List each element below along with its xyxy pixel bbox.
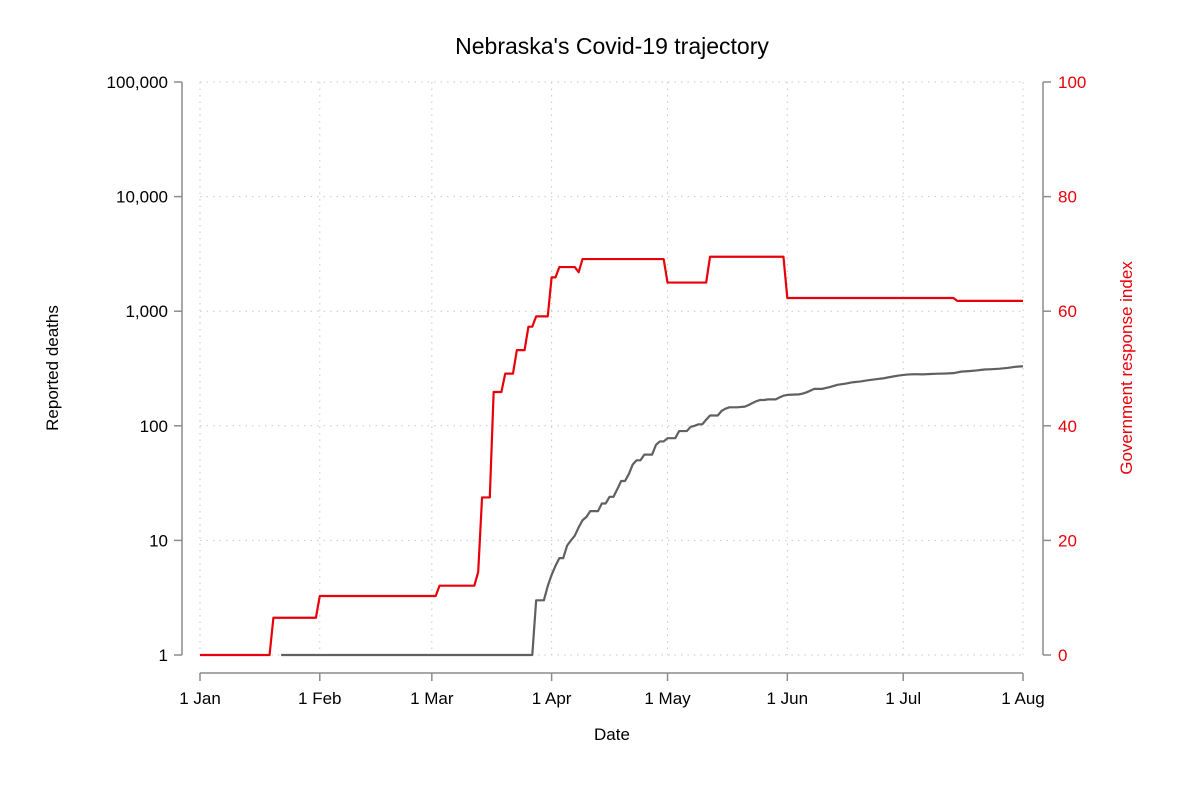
y2-tick-label: 40 bbox=[1058, 417, 1077, 436]
x-tick-label: 1 Jun bbox=[767, 689, 809, 708]
series-line-response-index bbox=[200, 255, 1023, 657]
x-tick-label: 1 Mar bbox=[410, 689, 454, 708]
y-tick-label: 10,000 bbox=[116, 188, 168, 207]
series-line-deaths bbox=[281, 365, 1024, 657]
x-tick-label: 1 May bbox=[644, 689, 691, 708]
x-tick-label: 1 Jul bbox=[885, 689, 921, 708]
y2-tick-label: 80 bbox=[1058, 188, 1077, 207]
x-tick-label: 1 Feb bbox=[298, 689, 341, 708]
axes bbox=[181, 82, 1044, 674]
y2-tick-label: 0 bbox=[1058, 646, 1067, 665]
x-tick-label: 1 Jan bbox=[179, 689, 221, 708]
y-tick-label: 1 bbox=[159, 646, 168, 665]
y-axis-label: Reported deaths bbox=[43, 305, 62, 431]
y-tick-label: 100 bbox=[140, 417, 168, 436]
y2-tick-label: 100 bbox=[1058, 73, 1086, 92]
chart-title: Nebraska's Covid-19 trajectory bbox=[455, 33, 769, 59]
y-tick-label: 1,000 bbox=[125, 302, 168, 321]
tick-labels: 1 10 100 1,000 10,000 100,000 0 20 40 60 80 100 1 Ja… bbox=[107, 73, 1087, 708]
x-tick-label: 1 Apr bbox=[532, 689, 572, 708]
series-lines bbox=[200, 255, 1024, 657]
y-tick-label: 10 bbox=[149, 531, 168, 550]
y2-tick-label: 20 bbox=[1058, 531, 1077, 550]
x-tick-label: 1 Aug bbox=[1001, 689, 1045, 708]
y-tick-label: 100,000 bbox=[107, 73, 168, 92]
grid-lines bbox=[199, 81, 1024, 656]
y2-axis-label: Government response index bbox=[1117, 261, 1136, 475]
y2-tick-label: 60 bbox=[1058, 302, 1077, 321]
x-axis-label: Date bbox=[594, 725, 630, 744]
